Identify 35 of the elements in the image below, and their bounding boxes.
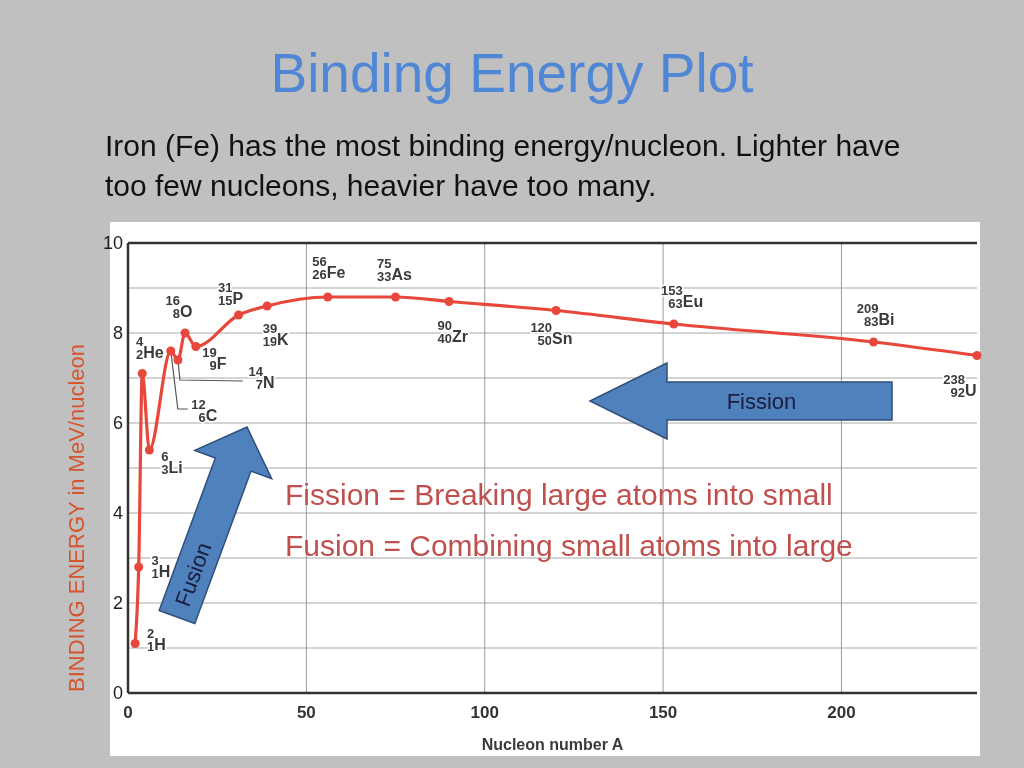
point (391, 292, 401, 302)
point (551, 306, 561, 315)
y-axis-title: BINDING ENERGY in MeV/nucleon (64, 343, 89, 693)
point (234, 310, 244, 320)
point (137, 369, 147, 378)
x-tick-label: 150 (648, 703, 678, 722)
point (262, 301, 272, 311)
point (972, 351, 982, 360)
annotation: Fusion (170, 539, 217, 610)
y-tick-label: 2 (112, 593, 123, 613)
y-tick-label: 8 (112, 323, 123, 343)
point (166, 346, 176, 356)
x-tick-label: 100 (470, 703, 499, 722)
point (191, 342, 201, 351)
point (323, 292, 333, 302)
chart-subtitle: Iron (Fe) has the most binding energy/nucleon. Lighter have too few nucleons, heavier have too many. (105, 129, 901, 202)
x-tick-label: 50 (296, 703, 316, 722)
point (180, 328, 190, 338)
point (173, 355, 183, 365)
point (669, 319, 679, 329)
point (130, 639, 140, 648)
point (869, 337, 879, 347)
x-tick-label: 200 (827, 703, 856, 722)
chart-title: Binding Energy Plot (270, 42, 754, 104)
y-tick-label: 0 (112, 683, 123, 703)
y-tick-label: 6 (112, 413, 123, 433)
x-axis-title: Nucleon number A (481, 736, 624, 753)
y-tick-label: 4 (112, 503, 123, 523)
point (444, 297, 454, 306)
annotation: Fusion = Combining small atoms into large (285, 529, 853, 562)
point (134, 562, 144, 572)
y-tick-label: 10 (102, 233, 123, 253)
annotation: Fission (726, 389, 797, 414)
point (144, 445, 154, 455)
annotation: Fission = Breaking large atoms into small (285, 478, 833, 511)
